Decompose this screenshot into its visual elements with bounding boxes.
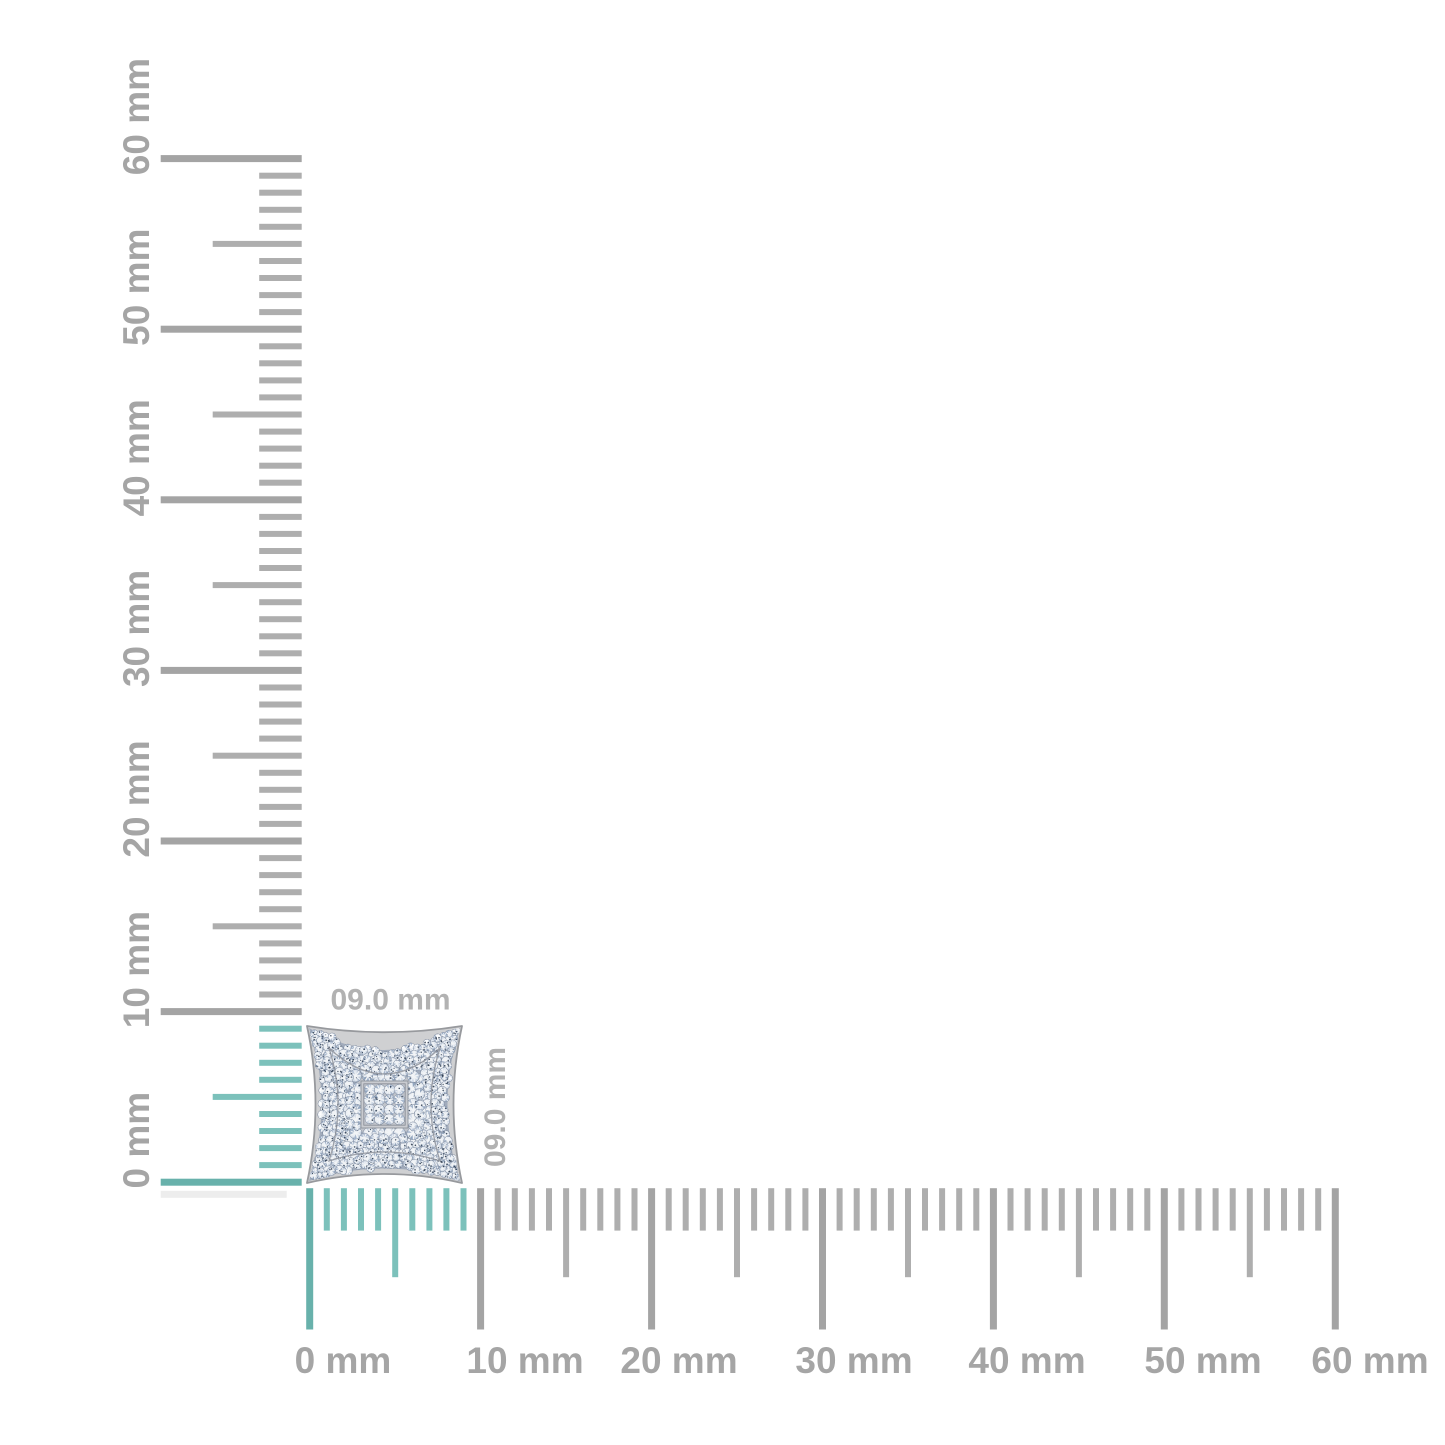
svg-text:20 mm: 20 mm: [116, 740, 157, 857]
svg-text:30 mm: 30 mm: [116, 570, 157, 687]
svg-text:30 mm: 30 mm: [795, 1340, 912, 1381]
svg-text:0 mm: 0 mm: [295, 1340, 392, 1381]
svg-text:09.0 mm: 09.0 mm: [331, 984, 451, 1017]
svg-text:0 mm: 0 mm: [116, 1092, 157, 1189]
svg-text:50 mm: 50 mm: [116, 229, 157, 346]
svg-text:50 mm: 50 mm: [1144, 1340, 1261, 1381]
svg-text:09.0 mm: 09.0 mm: [479, 1047, 512, 1167]
svg-text:60 mm: 60 mm: [1311, 1340, 1428, 1381]
svg-text:60 mm: 60 mm: [116, 58, 157, 175]
svg-text:10 mm: 10 mm: [466, 1340, 583, 1381]
svg-text:40 mm: 40 mm: [116, 399, 157, 516]
svg-text:20 mm: 20 mm: [620, 1340, 737, 1381]
svg-text:10 mm: 10 mm: [116, 911, 157, 1028]
svg-text:40 mm: 40 mm: [968, 1340, 1085, 1381]
